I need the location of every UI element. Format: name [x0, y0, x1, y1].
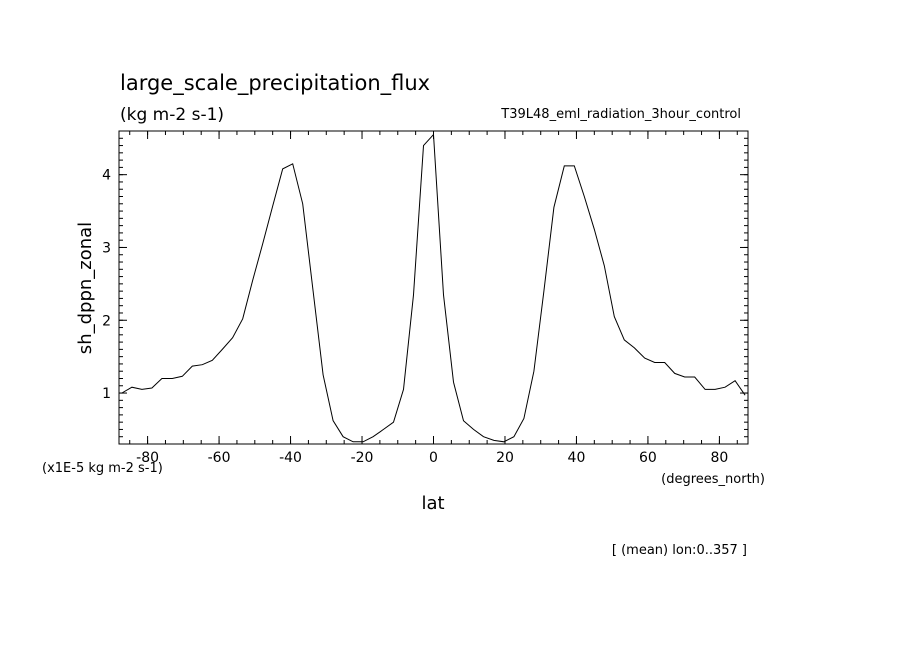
chart-title: large_scale_precipitation_flux — [120, 71, 430, 96]
y-tick-label: 1 — [102, 386, 111, 402]
y-axis-label: sh_dppn_zonal — [75, 222, 96, 354]
x-axis-label: lat — [421, 493, 444, 514]
y-tick-label: 3 — [102, 240, 111, 256]
footnote: [ (mean) lon:0..357 ] — [612, 543, 747, 558]
y-tick-labels: 1 2 3 4 — [102, 168, 111, 402]
plot-frame — [118, 130, 749, 445]
x-tick-label: -60 — [208, 450, 231, 466]
x-units: (degrees_north) — [661, 472, 765, 487]
x-tick-label: 20 — [496, 450, 514, 466]
x-tick-label: -80 — [136, 450, 159, 466]
y-tick-label: 4 — [102, 168, 111, 184]
x-tick-label: 0 — [429, 450, 438, 466]
y-scale-note: (x1E-5 kg m-2 s-1) — [42, 461, 163, 476]
x-tick-label: 80 — [710, 450, 728, 466]
plot-area: -80 -60 -40 -20 0 20 40 60 80 1 2 3 4 — [102, 130, 749, 466]
chart-units: (kg m-2 s-1) — [120, 105, 224, 125]
minor-ticks — [119, 131, 748, 444]
x-tick-label: -20 — [351, 450, 374, 466]
x-tick-label: 60 — [639, 450, 657, 466]
y-tick-label: 2 — [102, 313, 111, 329]
series-line — [121, 133, 746, 443]
experiment-label: T39L48_eml_radiation_3hour_control — [500, 107, 741, 122]
x-tick-label: 40 — [568, 450, 586, 466]
x-tick-labels: -80 -60 -40 -20 0 20 40 60 80 — [136, 450, 728, 466]
major-ticks — [119, 131, 748, 444]
x-tick-label: -40 — [279, 450, 302, 466]
